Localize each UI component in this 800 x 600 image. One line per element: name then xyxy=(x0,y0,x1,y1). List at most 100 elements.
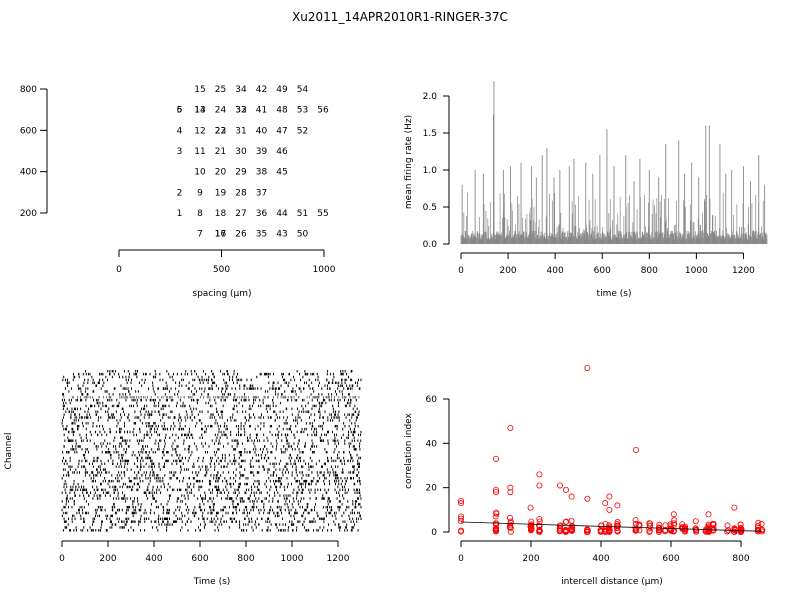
y-tick-label: 400 xyxy=(20,168,37,178)
correlation-point xyxy=(507,484,514,491)
electrode-label: 43 xyxy=(276,230,287,240)
electrode-label: 52 xyxy=(297,126,308,136)
electrode-label: 53 xyxy=(297,106,308,116)
x-tick-label: 0 xyxy=(458,554,464,564)
correlation-point xyxy=(705,511,712,518)
electrode-label: 32 xyxy=(235,106,246,116)
electrode-label: 22 xyxy=(215,126,226,136)
correlation-point xyxy=(759,527,766,534)
correlation-point xyxy=(568,517,575,524)
correlation-point xyxy=(606,506,613,513)
correlation-point xyxy=(536,528,543,535)
correlation-point xyxy=(632,516,639,523)
correlation-point xyxy=(556,528,563,535)
firing-rate-panel: 0 200 400 600 800 1000 1200 time (s) 0.0 0.5 1.0 1.… xyxy=(404,81,768,299)
correlation-point xyxy=(693,528,700,535)
x-tick-label: 600 xyxy=(662,554,679,564)
electrode-label: 56 xyxy=(317,106,329,116)
correlation-point xyxy=(598,522,605,529)
electrode-label: 35 xyxy=(256,230,267,240)
correlation-point xyxy=(614,502,621,509)
correlation-point xyxy=(528,524,535,531)
electrode-label: 18 xyxy=(215,209,227,219)
correlation-point xyxy=(492,513,499,520)
y-tick-label: 2.0 xyxy=(423,92,438,102)
correlation-point xyxy=(492,486,499,493)
electrode-label: 44 xyxy=(276,209,288,219)
electrode-label: 51 xyxy=(297,209,308,219)
correlation-point xyxy=(507,489,514,496)
electrode-label: 6 xyxy=(177,106,183,116)
correlation-point xyxy=(633,446,640,453)
x-tick-label: 400 xyxy=(592,554,609,564)
correlation-point xyxy=(492,528,499,535)
x-tick-label: 0 xyxy=(59,554,65,564)
correlation-point xyxy=(671,517,678,524)
electrode-label: 33 xyxy=(235,106,246,116)
correlation-point xyxy=(710,521,717,528)
electrode-label: 45 xyxy=(276,168,287,178)
x-tick-label: 400 xyxy=(547,266,564,276)
electrode-label: 20 xyxy=(215,168,227,178)
x-tick-label: 1000 xyxy=(313,265,336,275)
correlation-point xyxy=(458,527,465,534)
electrode-label: 14 xyxy=(194,106,206,116)
y-tick-label: 600 xyxy=(20,126,37,136)
raster-panel: 0 200 400 600 800 1000 1200 Time (s) Channel xyxy=(4,370,362,587)
y-axis-label: Channel xyxy=(4,433,14,470)
correlation-point xyxy=(598,528,605,535)
correlation-point xyxy=(536,518,543,525)
correlation-point xyxy=(731,528,738,535)
electrode-label: 3 xyxy=(177,147,183,157)
correlation-point xyxy=(670,520,677,527)
electrode-label: 2 xyxy=(177,188,183,198)
x-tick-label: 200 xyxy=(99,554,116,564)
correlation-point xyxy=(667,527,674,534)
electrode-label: 48 xyxy=(276,106,288,116)
y-tick-label: 0.0 xyxy=(423,240,438,250)
electrode-label: 19 xyxy=(215,188,227,198)
correlation-point xyxy=(724,528,731,535)
correlation-point xyxy=(536,471,543,478)
correlation-point xyxy=(602,500,609,507)
correlation-point xyxy=(606,493,613,500)
electrode-label: 37 xyxy=(256,188,267,198)
correlation-point xyxy=(568,493,575,500)
y-axis-label: mean firing rate (Hz) xyxy=(404,115,414,209)
correlation-point xyxy=(493,510,500,517)
correlation-point xyxy=(563,486,570,493)
x-tick-label: 0 xyxy=(116,265,122,275)
correlation-point xyxy=(656,521,663,528)
x-tick-label: 800 xyxy=(237,554,254,564)
correlation-point xyxy=(457,513,464,520)
page-title: Xu2011_14APR2010R1-RINGER-37C xyxy=(292,10,508,24)
correlation-point xyxy=(614,519,621,526)
electrode-label: 34 xyxy=(235,85,247,95)
correlation-point xyxy=(584,528,591,535)
x-tick-label: 200 xyxy=(522,554,539,564)
electrode-label: 42 xyxy=(256,85,267,95)
correlation-point xyxy=(507,524,514,531)
electrode-label: 55 xyxy=(317,209,328,219)
y-tick-label: 800 xyxy=(20,85,37,95)
x-tick-label: 500 xyxy=(213,265,230,275)
electrode-label: 38 xyxy=(256,168,268,178)
correlation-point xyxy=(493,522,500,529)
electrode-label: 46 xyxy=(276,147,288,157)
correlation-point xyxy=(457,500,464,507)
electrode-label: 11 xyxy=(194,147,205,157)
x-tick-label: 800 xyxy=(732,554,749,564)
y-tick-label: 0 xyxy=(431,528,437,538)
x-tick-label: 400 xyxy=(145,554,162,564)
correlation-point xyxy=(656,524,663,531)
correlation-point xyxy=(527,504,534,511)
correlation-point xyxy=(492,489,499,496)
x-tick-label: 800 xyxy=(641,266,658,276)
x-tick-label: 0 xyxy=(458,266,464,276)
correlation-point xyxy=(646,525,653,532)
correlation-point xyxy=(597,528,604,535)
electrode-label: 41 xyxy=(256,106,267,116)
electrode-label: 31 xyxy=(235,126,246,136)
correlation-point xyxy=(458,515,465,522)
